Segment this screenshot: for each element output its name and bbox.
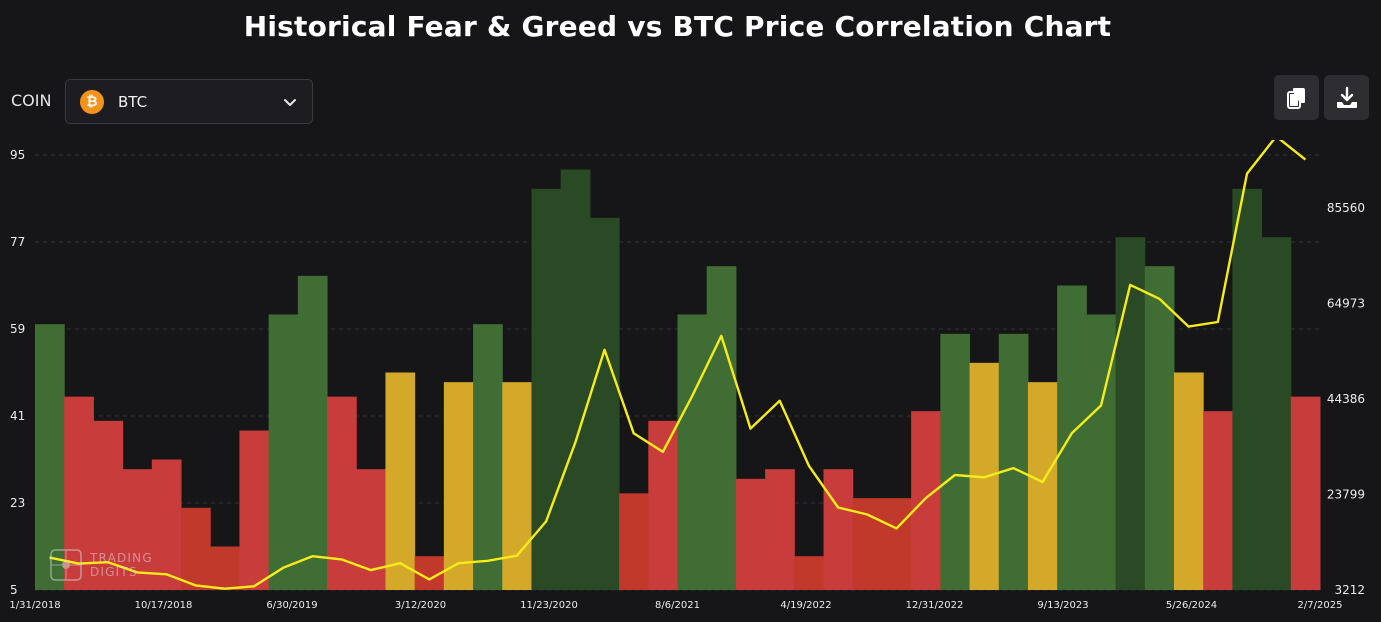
y-tick-left: 77 — [10, 235, 25, 249]
fear-greed-bar — [940, 333, 971, 590]
fear-greed-bar — [502, 382, 532, 590]
chevron-down-icon — [284, 98, 296, 106]
fear-greed-bar — [531, 188, 562, 591]
y-tick-left: 41 — [10, 409, 25, 423]
fear-greed-bar — [619, 493, 649, 590]
watermark-line2: DIGITS — [90, 565, 138, 579]
price-line — [49, 140, 1307, 590]
fear-greed-bar — [706, 266, 737, 590]
fear-greed-bar — [560, 169, 591, 590]
fear-greed-bar — [823, 469, 854, 590]
fear-greed-bar — [239, 430, 270, 590]
fear-greed-bar — [473, 324, 503, 590]
fear-greed-bar — [1086, 314, 1117, 590]
y-tick-left: 23 — [10, 496, 25, 510]
coin-select[interactable]: ₿ BTC — [65, 79, 313, 124]
x-tick: 12/31/2022 — [906, 600, 964, 611]
fear-greed-bar — [297, 275, 328, 590]
trading-digits-logo-icon — [50, 549, 82, 581]
fear-greed-bar — [1290, 396, 1321, 590]
x-tick: 1/31/2018 — [9, 600, 60, 611]
fear-greed-bar — [1261, 237, 1292, 590]
x-tick: 6/30/2019 — [266, 600, 317, 611]
fear-greed-bar — [210, 546, 240, 590]
fear-greed-bar — [765, 469, 795, 590]
y-tick-right: 23799 — [1327, 488, 1365, 502]
copy-icon — [1286, 87, 1305, 109]
y-tick-right: 64973 — [1327, 297, 1365, 311]
fear-greed-bar — [1203, 411, 1233, 590]
fear-greed-bar — [881, 498, 912, 590]
fear-greed-bar — [35, 324, 65, 590]
x-tick: 11/23/2020 — [520, 600, 578, 611]
copy-button[interactable] — [1274, 75, 1319, 120]
fear-greed-bar — [64, 396, 94, 590]
fear-greed-bar — [589, 217, 620, 590]
x-tick: 8/6/2021 — [655, 600, 700, 611]
watermark-line1: TRADING — [90, 551, 153, 565]
fear-greed-bar — [1144, 266, 1175, 590]
watermark: TRADING DIGITS — [50, 549, 153, 581]
fear-greed-bar — [1173, 372, 1204, 590]
coin-select-value: BTC — [118, 92, 148, 111]
fear-greed-bar — [735, 478, 766, 590]
chart: 5 23 41 59 77 95 3212 23799 44386 64973 85560 1/31/… — [9, 140, 1365, 611]
page-title: Historical Fear & Greed vs BTC Price Cor… — [243, 10, 1112, 43]
y-tick-right: 44386 — [1327, 392, 1365, 406]
fear-greed-bar — [268, 314, 299, 590]
fear-greed-bar — [181, 507, 211, 590]
download-icon — [1336, 86, 1357, 108]
y-tick-left: 5 — [10, 583, 18, 597]
x-tick: 4/19/2022 — [780, 600, 831, 611]
x-tick: 5/26/2024 — [1166, 600, 1217, 611]
y-tick-right: 3212 — [1334, 583, 1365, 597]
fear-greed-bar — [1232, 188, 1263, 591]
y-tick-left: 95 — [10, 148, 25, 162]
fear-greed-bar — [998, 333, 1029, 590]
fear-greed-bar — [911, 411, 941, 590]
fear-greed-bar — [1057, 285, 1087, 590]
x-tick: 9/13/2023 — [1037, 600, 1088, 611]
fear-greed-bar — [1115, 237, 1146, 590]
fear-greed-bar — [356, 469, 386, 590]
y-tick-left: 59 — [10, 322, 25, 336]
download-button[interactable] — [1324, 75, 1369, 120]
fear-greed-bar — [1027, 382, 1058, 590]
fear-greed-bar — [327, 396, 357, 590]
fear-greed-bar — [385, 372, 416, 590]
y-tick-right: 85560 — [1327, 201, 1365, 215]
fear-greed-bar — [151, 459, 182, 590]
bitcoin-icon: ₿ — [80, 89, 104, 114]
x-tick: 3/12/2020 — [395, 600, 446, 611]
x-tick: 2/7/2025 — [1298, 600, 1343, 611]
fear-greed-bar — [677, 314, 708, 590]
coin-label: COIN — [11, 91, 52, 110]
fear-greed-bar — [443, 382, 474, 590]
x-tick: 10/17/2018 — [135, 600, 193, 611]
fear-greed-bar — [794, 556, 825, 590]
